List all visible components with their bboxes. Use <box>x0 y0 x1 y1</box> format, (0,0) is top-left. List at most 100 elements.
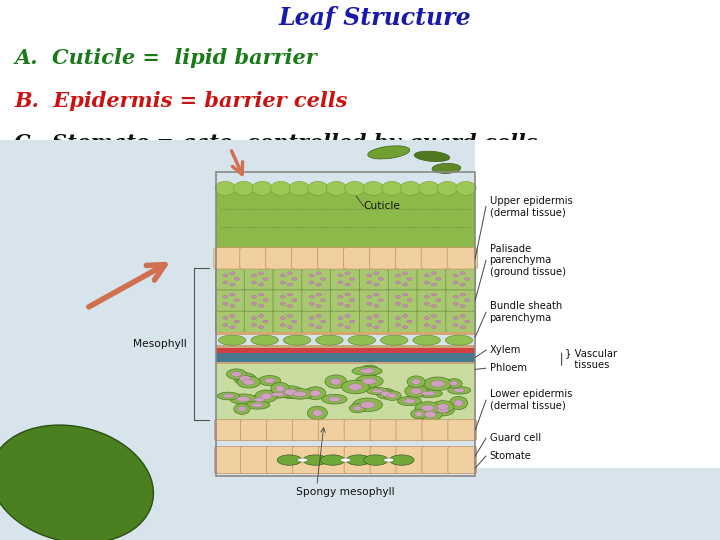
FancyBboxPatch shape <box>216 248 475 268</box>
Ellipse shape <box>364 455 388 465</box>
FancyBboxPatch shape <box>292 447 321 474</box>
Ellipse shape <box>230 272 235 275</box>
Ellipse shape <box>258 375 281 386</box>
Ellipse shape <box>454 388 465 392</box>
Ellipse shape <box>239 376 251 382</box>
Ellipse shape <box>251 274 256 277</box>
Ellipse shape <box>380 335 408 345</box>
Ellipse shape <box>280 302 285 305</box>
Ellipse shape <box>294 392 307 396</box>
Ellipse shape <box>402 293 408 296</box>
Ellipse shape <box>453 323 458 327</box>
Ellipse shape <box>292 278 297 280</box>
FancyBboxPatch shape <box>302 268 332 290</box>
Ellipse shape <box>307 406 328 420</box>
Ellipse shape <box>338 316 343 320</box>
Ellipse shape <box>432 163 461 173</box>
Text: } Vascular
   tissues: } Vascular tissues <box>565 349 617 370</box>
FancyBboxPatch shape <box>214 247 244 269</box>
Ellipse shape <box>359 369 374 373</box>
Ellipse shape <box>271 181 291 195</box>
FancyBboxPatch shape <box>396 420 425 441</box>
Ellipse shape <box>407 320 412 323</box>
Ellipse shape <box>283 335 311 345</box>
Ellipse shape <box>450 381 458 386</box>
Ellipse shape <box>366 281 372 284</box>
Text: Xylem: Xylem <box>490 345 521 355</box>
FancyBboxPatch shape <box>446 268 476 290</box>
Ellipse shape <box>309 295 314 298</box>
FancyBboxPatch shape <box>422 420 451 441</box>
Ellipse shape <box>254 397 264 402</box>
Ellipse shape <box>307 181 328 195</box>
FancyBboxPatch shape <box>344 447 373 474</box>
Ellipse shape <box>237 376 261 388</box>
Ellipse shape <box>448 387 471 394</box>
Ellipse shape <box>280 281 285 284</box>
Ellipse shape <box>460 305 465 307</box>
FancyBboxPatch shape <box>330 268 361 290</box>
Ellipse shape <box>421 392 436 395</box>
Ellipse shape <box>368 146 410 159</box>
Ellipse shape <box>415 389 442 397</box>
Ellipse shape <box>424 302 429 305</box>
Ellipse shape <box>454 400 463 406</box>
Ellipse shape <box>345 326 350 329</box>
Ellipse shape <box>328 397 341 402</box>
Ellipse shape <box>424 295 429 298</box>
Ellipse shape <box>395 295 400 298</box>
Ellipse shape <box>271 382 289 395</box>
Ellipse shape <box>263 278 268 280</box>
FancyBboxPatch shape <box>344 420 373 441</box>
Ellipse shape <box>432 401 454 413</box>
Ellipse shape <box>222 274 228 277</box>
Ellipse shape <box>338 295 343 298</box>
FancyBboxPatch shape <box>388 289 418 311</box>
Ellipse shape <box>232 372 241 377</box>
Ellipse shape <box>278 386 303 399</box>
Ellipse shape <box>424 281 429 284</box>
FancyBboxPatch shape <box>216 359 475 362</box>
Ellipse shape <box>431 380 444 387</box>
Ellipse shape <box>460 272 465 275</box>
Ellipse shape <box>415 402 441 414</box>
Ellipse shape <box>252 181 272 195</box>
FancyBboxPatch shape <box>216 268 475 332</box>
Ellipse shape <box>431 293 436 296</box>
FancyBboxPatch shape <box>448 420 477 441</box>
Ellipse shape <box>378 278 383 280</box>
Ellipse shape <box>388 393 397 398</box>
Ellipse shape <box>402 326 408 329</box>
Ellipse shape <box>251 403 264 407</box>
Ellipse shape <box>338 302 343 305</box>
FancyBboxPatch shape <box>273 289 303 311</box>
Ellipse shape <box>418 408 442 421</box>
Ellipse shape <box>280 274 285 277</box>
Ellipse shape <box>349 299 354 302</box>
Ellipse shape <box>325 375 347 388</box>
Ellipse shape <box>251 316 256 320</box>
Text: C.  Stomate = gate  controlled by guard cells: C. Stomate = gate controlled by guard ce… <box>14 133 538 153</box>
Ellipse shape <box>234 373 256 385</box>
FancyBboxPatch shape <box>359 310 390 333</box>
Ellipse shape <box>410 388 422 394</box>
Ellipse shape <box>431 326 436 329</box>
Ellipse shape <box>305 387 326 400</box>
Ellipse shape <box>349 320 354 323</box>
Ellipse shape <box>431 305 436 307</box>
Ellipse shape <box>345 283 350 286</box>
Text: Phloem: Phloem <box>490 363 526 373</box>
FancyBboxPatch shape <box>370 420 399 441</box>
Ellipse shape <box>227 369 246 379</box>
Ellipse shape <box>233 181 254 195</box>
Ellipse shape <box>449 396 467 409</box>
Ellipse shape <box>377 388 395 399</box>
Ellipse shape <box>378 299 383 302</box>
FancyBboxPatch shape <box>446 310 476 333</box>
Ellipse shape <box>402 314 408 318</box>
Ellipse shape <box>320 320 325 323</box>
Ellipse shape <box>316 314 321 318</box>
Ellipse shape <box>424 377 451 390</box>
FancyBboxPatch shape <box>216 364 475 420</box>
Ellipse shape <box>345 272 350 275</box>
